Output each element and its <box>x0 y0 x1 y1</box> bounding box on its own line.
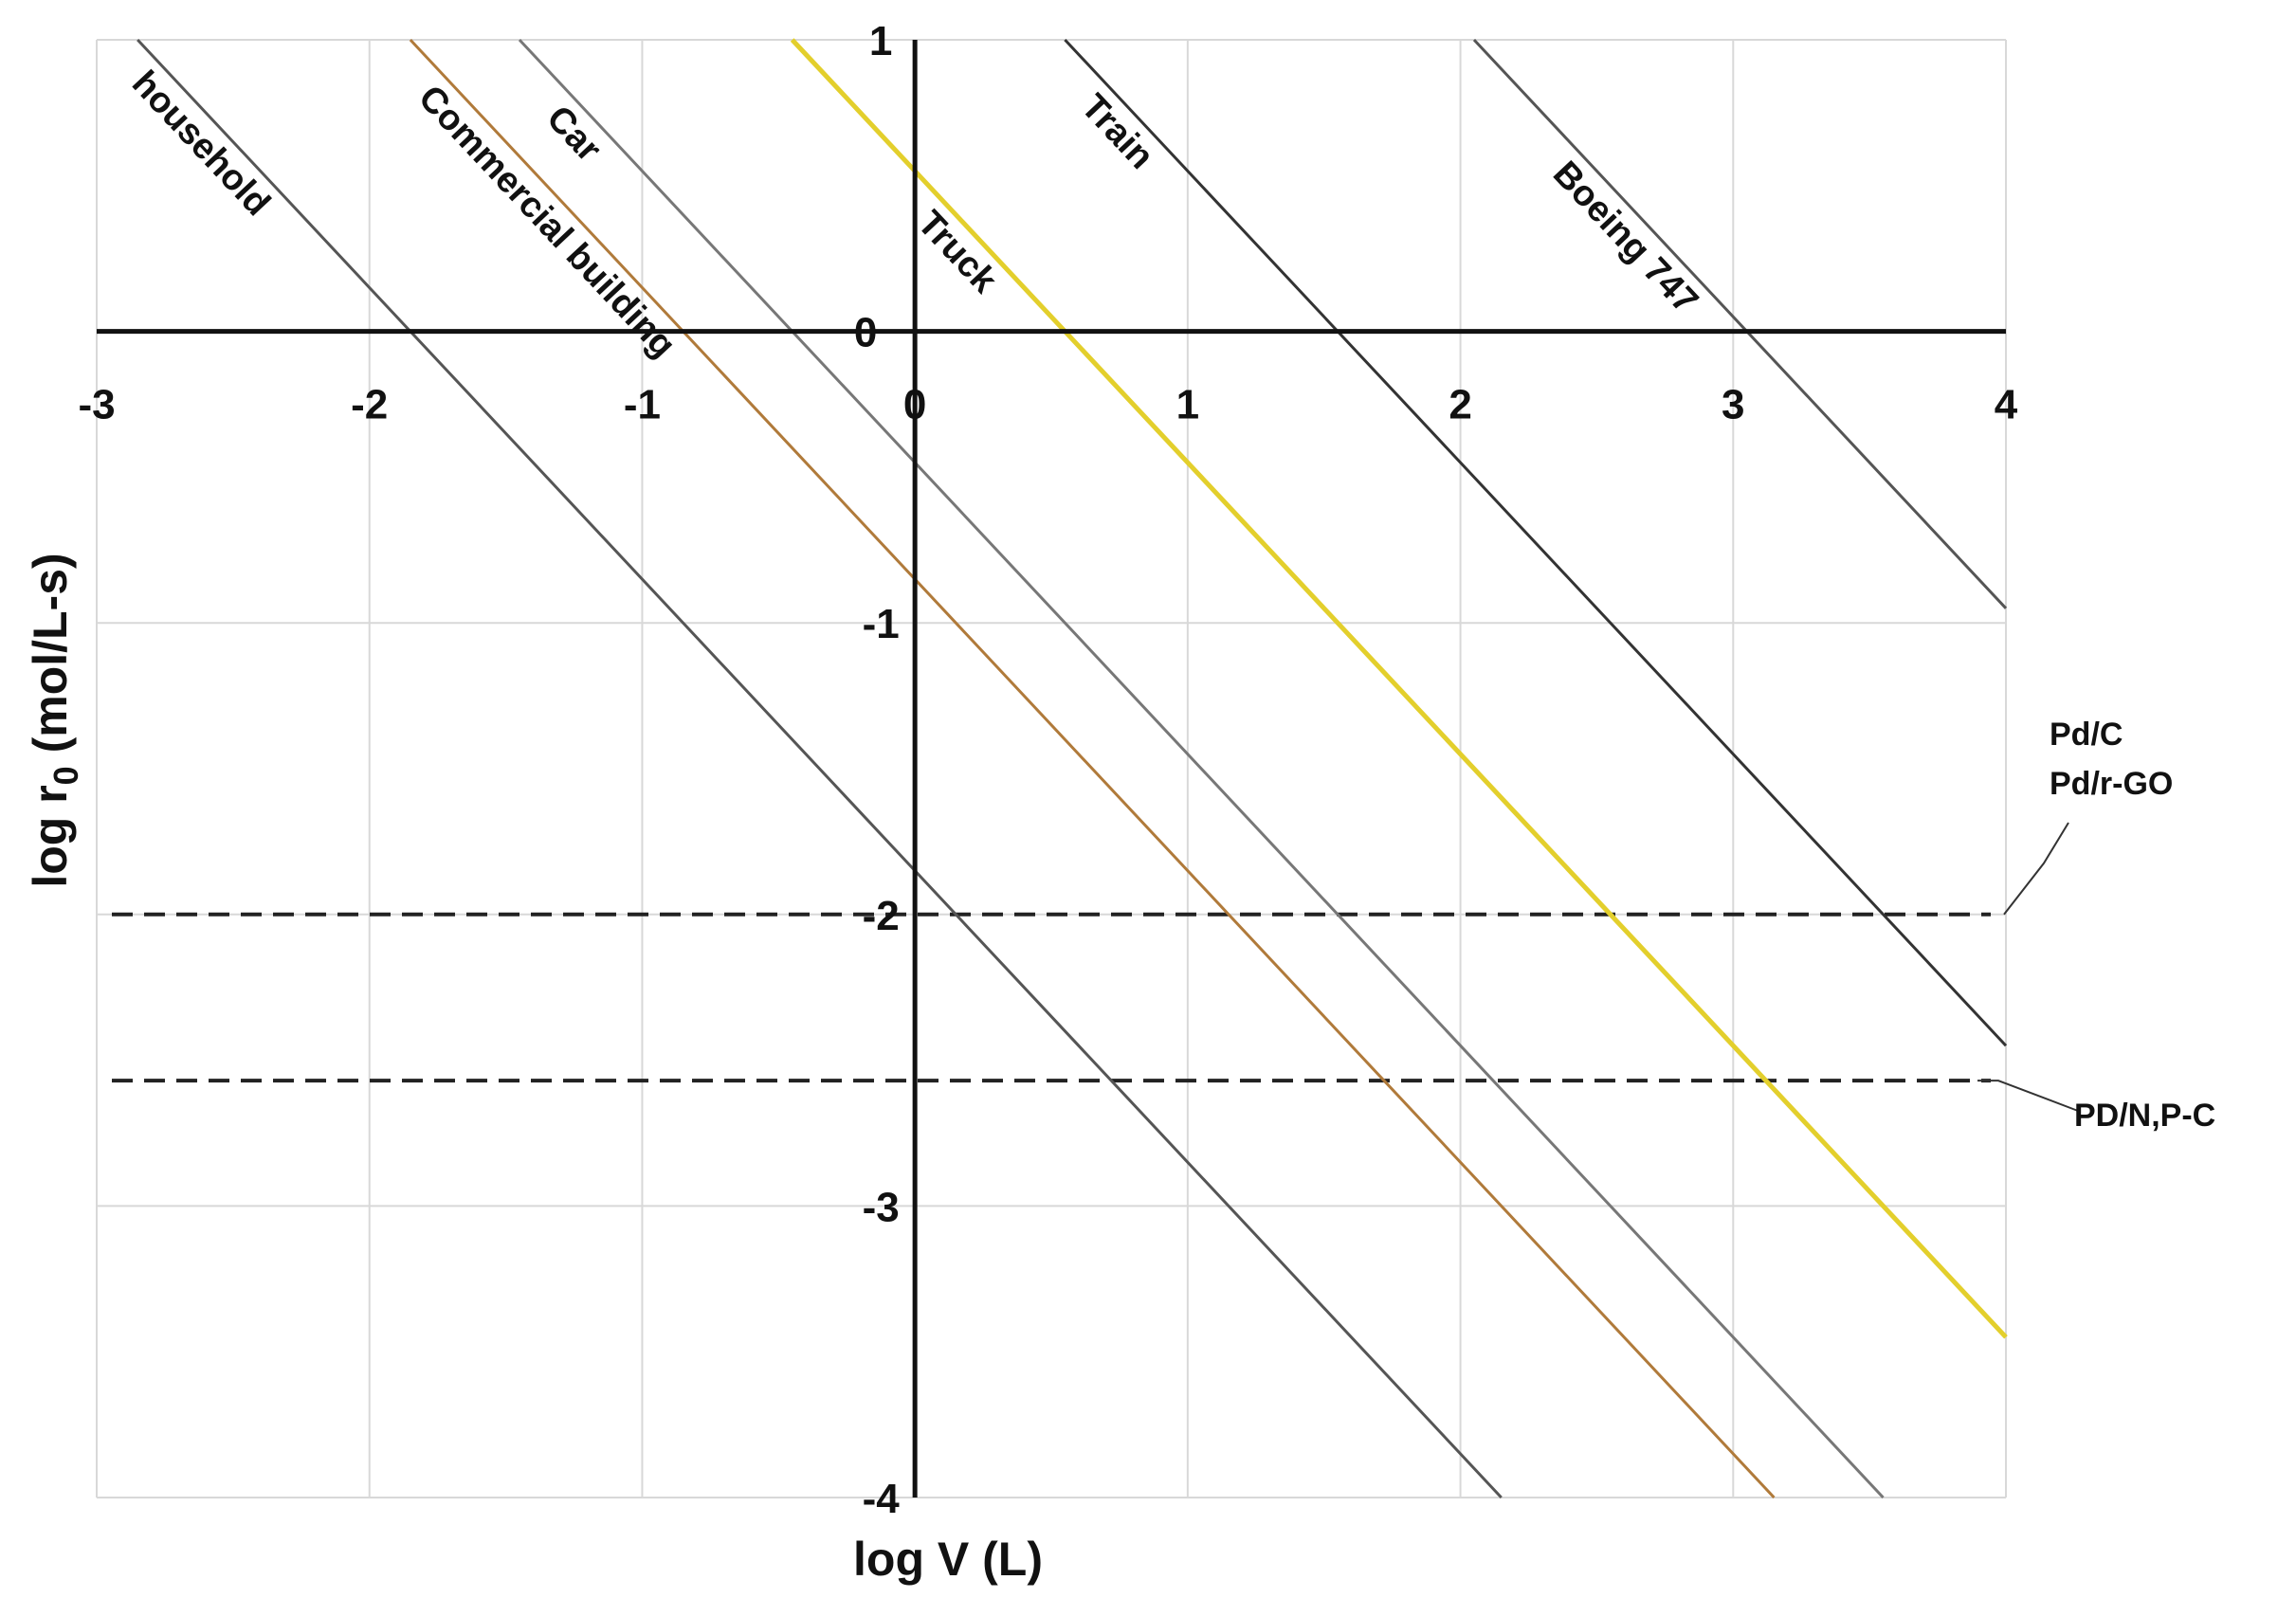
y-tick-label-1: -1 <box>863 601 900 647</box>
x-tick-label-2: -2 <box>351 382 388 428</box>
series-line-truck <box>790 38 2008 1339</box>
x-tick-label-3: 3 <box>1722 382 1744 428</box>
reference-leader-1 <box>2003 822 2069 916</box>
line-label-household: household <box>124 64 278 224</box>
line-label-train: Train <box>1073 87 1161 177</box>
reference-label-pd-r-go: Pd/r-GO <box>2050 766 2173 802</box>
y-tick-label-4: -4 <box>863 1476 901 1522</box>
y-axis-label-unit: (mol/L-s) <box>24 553 77 766</box>
line-label-boeing-747: Boeing 747 <box>1545 154 1705 321</box>
x-axis-label: log V (L) <box>853 1533 1043 1586</box>
tick-labels: -3 -2 -1 0 1 2 3 4 -4 -3 -2 -1 0 1 <box>78 18 2017 1522</box>
y-tick-label-3: -3 <box>863 1184 900 1230</box>
y-tick-label-0: 0 <box>854 310 877 356</box>
series-line-household <box>137 38 1503 1499</box>
y-axis-label-subscript: 0 <box>46 766 85 785</box>
series-lines <box>137 38 2008 1499</box>
x-tick-label-3: -3 <box>78 382 115 428</box>
x-tick-label-0: 0 <box>903 382 926 428</box>
reference-label-pd-n-p-c: PD/N,P-C <box>2074 1098 2215 1134</box>
series-line-commercial-building <box>409 38 1776 1499</box>
reference-leader-2 <box>1977 1080 2079 1112</box>
y-tick-label-1: 1 <box>869 18 892 64</box>
line-label-car: Car <box>538 99 609 170</box>
axes <box>97 40 2006 1498</box>
series-line-boeing-747 <box>1472 38 2008 609</box>
y-axis-label-main: log r <box>24 785 77 887</box>
x-tick-label-4: 4 <box>1995 382 2018 428</box>
y-tick-label-2: -2 <box>863 893 900 939</box>
grid <box>96 39 2007 1498</box>
x-tick-label-1: -1 <box>624 382 661 428</box>
reference-lines <box>112 912 1991 1083</box>
x-tick-label-1: 1 <box>1176 382 1199 428</box>
y-axis-label: log r0 (mol/L-s) <box>24 553 85 887</box>
series-line-train <box>1064 38 2008 1047</box>
x-tick-label-2: 2 <box>1449 382 1471 428</box>
reference-label-pd-c: Pd/C <box>2050 717 2123 753</box>
series-line-car <box>518 38 1885 1499</box>
reference-labels: Pd/C Pd/r-GO PD/N,P-C <box>1977 717 2215 1134</box>
